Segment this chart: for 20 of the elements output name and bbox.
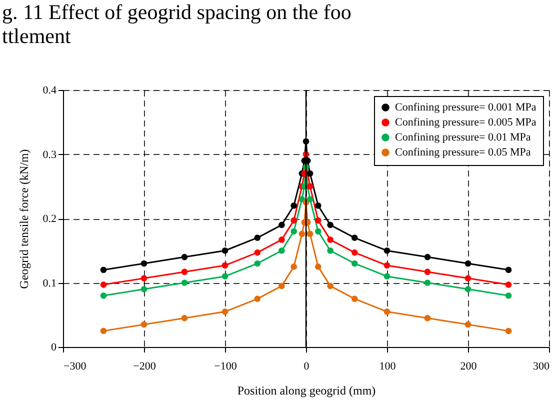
legend-label: Confining pressure= 0.05 MPa <box>395 146 531 158</box>
x-tick-label: −300 <box>64 360 87 372</box>
x-tick-label: 100 <box>379 360 396 372</box>
y-tick-label: 0.3 <box>42 148 57 161</box>
legend-label: Confining pressure= 0.005 MPa <box>395 116 536 128</box>
text: ttlement <box>2 24 71 48</box>
x-tick-label: −200 <box>133 360 156 372</box>
x-tick-label: 0 <box>304 360 310 372</box>
legend-label: Confining pressure= 0.01 MPa <box>395 132 531 144</box>
y-tick-label: 0.2 <box>42 213 56 225</box>
x-axis-title: Position along geogrid (mm) <box>237 384 376 398</box>
y-axis-title: Geogrid tensile force (kN/m) <box>16 149 31 289</box>
legend-label: Confining pressure= 0.001 MPa <box>395 102 536 114</box>
x-tick-label: −100 <box>214 360 238 372</box>
x-tick-label: 300 <box>533 360 550 372</box>
x-tick-label: 200 <box>460 360 478 372</box>
y-tick-label: 0.1 <box>42 277 56 290</box>
y-tick-label: 0.4 <box>42 84 57 96</box>
y-tick-label: 0 <box>51 342 57 354</box>
text: g. 11 Effect of geogrid spacing on the foo <box>2 0 352 24</box>
